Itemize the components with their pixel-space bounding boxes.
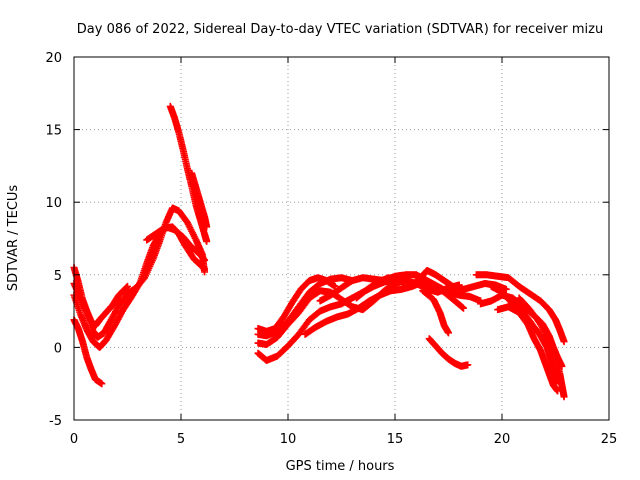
data-point xyxy=(124,282,131,290)
data-point xyxy=(123,283,131,291)
series-arc-20 xyxy=(494,303,562,395)
x-tick-label: 25 xyxy=(601,432,618,447)
y-tick-label: 20 xyxy=(45,51,62,66)
data-point xyxy=(560,393,568,401)
data-point xyxy=(201,265,209,273)
series-arc-3 xyxy=(70,223,209,351)
data-point xyxy=(459,304,467,312)
y-tick-label: 5 xyxy=(54,269,62,284)
chart-title: Day 086 of 2022, Sidereal Day-to-day VTE… xyxy=(77,22,603,37)
series-arc-7 xyxy=(188,169,211,231)
data-point xyxy=(464,361,472,369)
series-arc-15 xyxy=(419,287,452,337)
y-tick-label: 10 xyxy=(45,196,62,211)
data-point xyxy=(560,338,568,346)
x-tick-label: 5 xyxy=(177,432,185,447)
x-tick-label: 15 xyxy=(387,432,404,447)
y-axis-label: SDTVAR / TECUs xyxy=(6,185,21,292)
data-point xyxy=(445,329,452,337)
data-point xyxy=(135,280,143,288)
series-arc-5 xyxy=(143,223,209,273)
y-tick-label: -5 xyxy=(49,414,62,429)
data-point xyxy=(502,285,510,293)
y-tick-label: 0 xyxy=(54,341,62,356)
series-arc-16 xyxy=(425,335,472,370)
data-point xyxy=(98,380,106,388)
data-point xyxy=(201,256,209,264)
plot-frame xyxy=(73,56,610,421)
series-arc-21 xyxy=(515,294,568,401)
series-arc-17 xyxy=(472,271,568,346)
series-arc-2 xyxy=(70,204,209,341)
x-axis-label: GPS time / hours xyxy=(286,459,395,474)
axis-ticks: 0 5 10 15 20 25 -5 0 5 10 15 20 xyxy=(45,51,617,447)
x-tick-label: 0 xyxy=(70,432,78,447)
grid-lines xyxy=(74,57,609,420)
x-tick-label: 20 xyxy=(494,432,511,447)
series-arc-4 xyxy=(70,316,106,388)
series-arc-1 xyxy=(70,264,131,330)
series-arc-9 xyxy=(254,274,356,340)
data-markers xyxy=(70,102,568,401)
x-tick-label: 10 xyxy=(280,432,297,447)
data-point xyxy=(203,237,211,245)
data-point xyxy=(203,223,211,231)
y-tick-label: 15 xyxy=(45,124,62,139)
